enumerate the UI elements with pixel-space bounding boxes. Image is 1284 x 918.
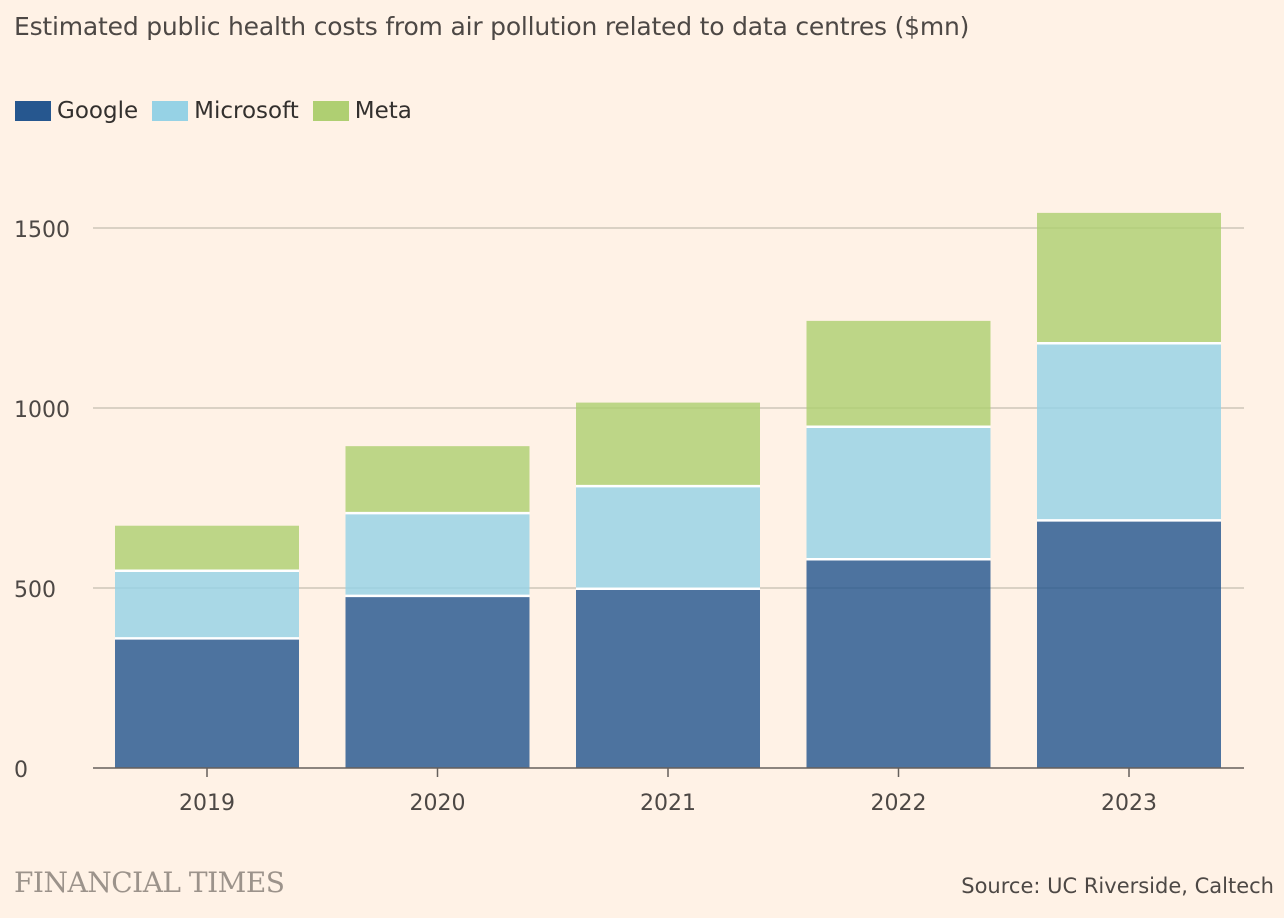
bar-google-2023 [1037, 520, 1221, 768]
bar-meta-2022 [806, 320, 991, 427]
chart-title: Estimated public health costs from air p… [14, 12, 970, 41]
bar-google-2021 [576, 588, 760, 768]
x-tick-label-2019: 2019 [179, 791, 235, 816]
bar-google-2020 [345, 595, 530, 768]
legend-swatch-microsoft [152, 101, 189, 121]
legend-label-meta: Meta [354, 98, 412, 124]
ft-logo: FINANCIAL TIMES [14, 866, 285, 899]
bar-microsoft-2023 [1037, 343, 1221, 521]
bar-microsoft-2021 [576, 486, 760, 589]
x-tick-label-2021: 2021 [640, 791, 696, 816]
source-note: Source: UC Riverside, Caltech [961, 874, 1274, 898]
y-tick-label-0: 0 [14, 758, 28, 783]
x-tick-label-2022: 2022 [871, 791, 927, 816]
x-tick-label-2023: 2023 [1101, 791, 1157, 816]
bar-meta-2023 [1037, 212, 1221, 344]
y-tick-label-1000: 1000 [14, 398, 70, 423]
y-tick-label-500: 500 [14, 578, 56, 603]
bar-microsoft-2020 [345, 513, 530, 596]
bar-microsoft-2019 [115, 570, 299, 639]
legend: Google Microsoft Meta [15, 98, 426, 124]
legend-swatch-meta [312, 101, 349, 121]
legend-label-microsoft: Microsoft [194, 98, 299, 124]
legend-label-google: Google [57, 98, 139, 124]
legend-item-meta: Meta [312, 98, 412, 124]
legend-item-microsoft: Microsoft [152, 98, 299, 124]
bar-microsoft-2022 [806, 426, 991, 560]
bar-google-2019 [115, 638, 299, 768]
bar-meta-2020 [345, 446, 530, 514]
bar-meta-2019 [115, 525, 299, 571]
legend-swatch-google [15, 101, 51, 121]
y-tick-label-1500: 1500 [14, 218, 70, 243]
x-tick-label-2020: 2020 [410, 791, 466, 816]
legend-item-google: Google [15, 98, 138, 124]
bar-meta-2021 [576, 402, 760, 487]
bar-google-2022 [806, 559, 991, 768]
